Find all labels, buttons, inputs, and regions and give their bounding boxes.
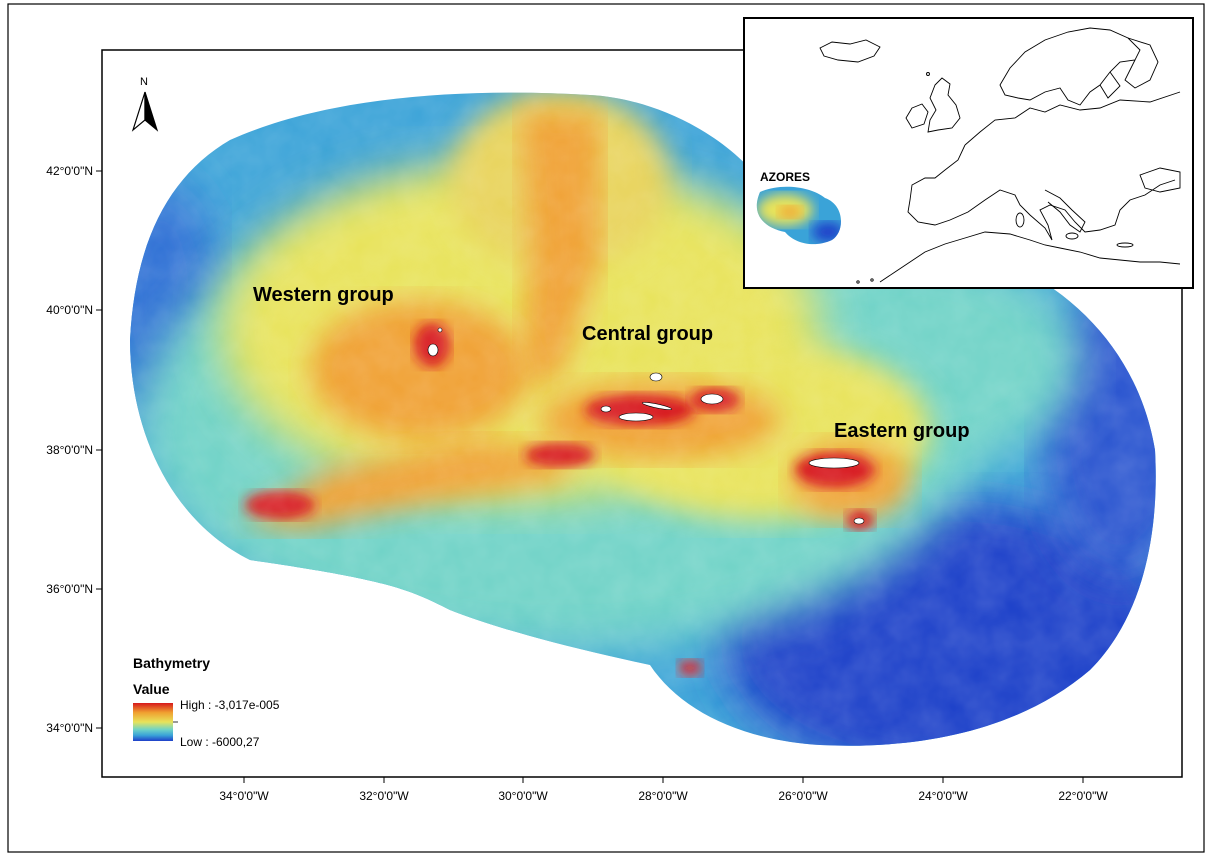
legend-high-label: High : -3,017e-005 bbox=[180, 698, 280, 712]
central-group-label: Central group bbox=[582, 323, 713, 345]
inset-map: AZORES bbox=[743, 17, 1194, 289]
north-arrow: N bbox=[131, 76, 159, 132]
island-corvo bbox=[437, 327, 443, 333]
eastern-group-label: Eastern group bbox=[834, 420, 970, 442]
latitude-axis: 42°0'0"N 40°0'0"N 38°0'0"N 36°0'0"N 34°0… bbox=[46, 164, 102, 735]
inset-bathymetry-patch bbox=[756, 186, 842, 245]
lon-tick-label: 30°0'0"W bbox=[498, 789, 548, 803]
western-group-label: Western group bbox=[253, 284, 394, 306]
lon-tick-label: 32°0'0"W bbox=[359, 789, 409, 803]
lon-tick-label: 24°0'0"W bbox=[918, 789, 968, 803]
legend-subtitle: Value bbox=[133, 681, 170, 697]
legend-title: Bathymetry bbox=[133, 655, 210, 671]
north-arrow-label: N bbox=[140, 76, 148, 88]
lon-tick-label: 22°0'0"W bbox=[1058, 789, 1108, 803]
legend-color-ramp bbox=[133, 703, 173, 741]
inset-azores-label: AZORES bbox=[760, 170, 810, 184]
lon-tick-label: 26°0'0"W bbox=[778, 789, 828, 803]
island-sao-jorge bbox=[642, 402, 672, 410]
island-graciosa bbox=[649, 372, 663, 382]
lat-tick-label: 42°0'0"N bbox=[46, 164, 93, 178]
island-sao-miguel bbox=[808, 457, 860, 469]
lat-tick-label: 34°0'0"N bbox=[46, 721, 93, 735]
north-arrow-right-half-icon bbox=[144, 91, 159, 132]
lon-tick-label: 34°0'0"W bbox=[219, 789, 269, 803]
longitude-axis: 34°0'0"W 32°0'0"W 30°0'0"W 28°0'0"W 26°0… bbox=[219, 777, 1108, 803]
lat-tick-label: 38°0'0"N bbox=[46, 443, 93, 457]
legend: Bathymetry Value High : -3,017e-005 Low … bbox=[133, 655, 280, 749]
lat-tick-label: 36°0'0"N bbox=[46, 582, 93, 596]
island-flores bbox=[427, 343, 439, 357]
island-santa-maria bbox=[853, 517, 865, 525]
figure-border bbox=[7, 3, 1205, 853]
island-pico bbox=[618, 412, 654, 422]
legend-low-label: Low : -6000,27 bbox=[180, 735, 260, 749]
inset-coastlines bbox=[819, 27, 1181, 284]
island-faial bbox=[600, 405, 612, 413]
lon-tick-label: 28°0'0"W bbox=[638, 789, 688, 803]
islands bbox=[427, 327, 865, 525]
island-terceira bbox=[700, 393, 724, 405]
lat-tick-label: 40°0'0"N bbox=[46, 303, 93, 317]
